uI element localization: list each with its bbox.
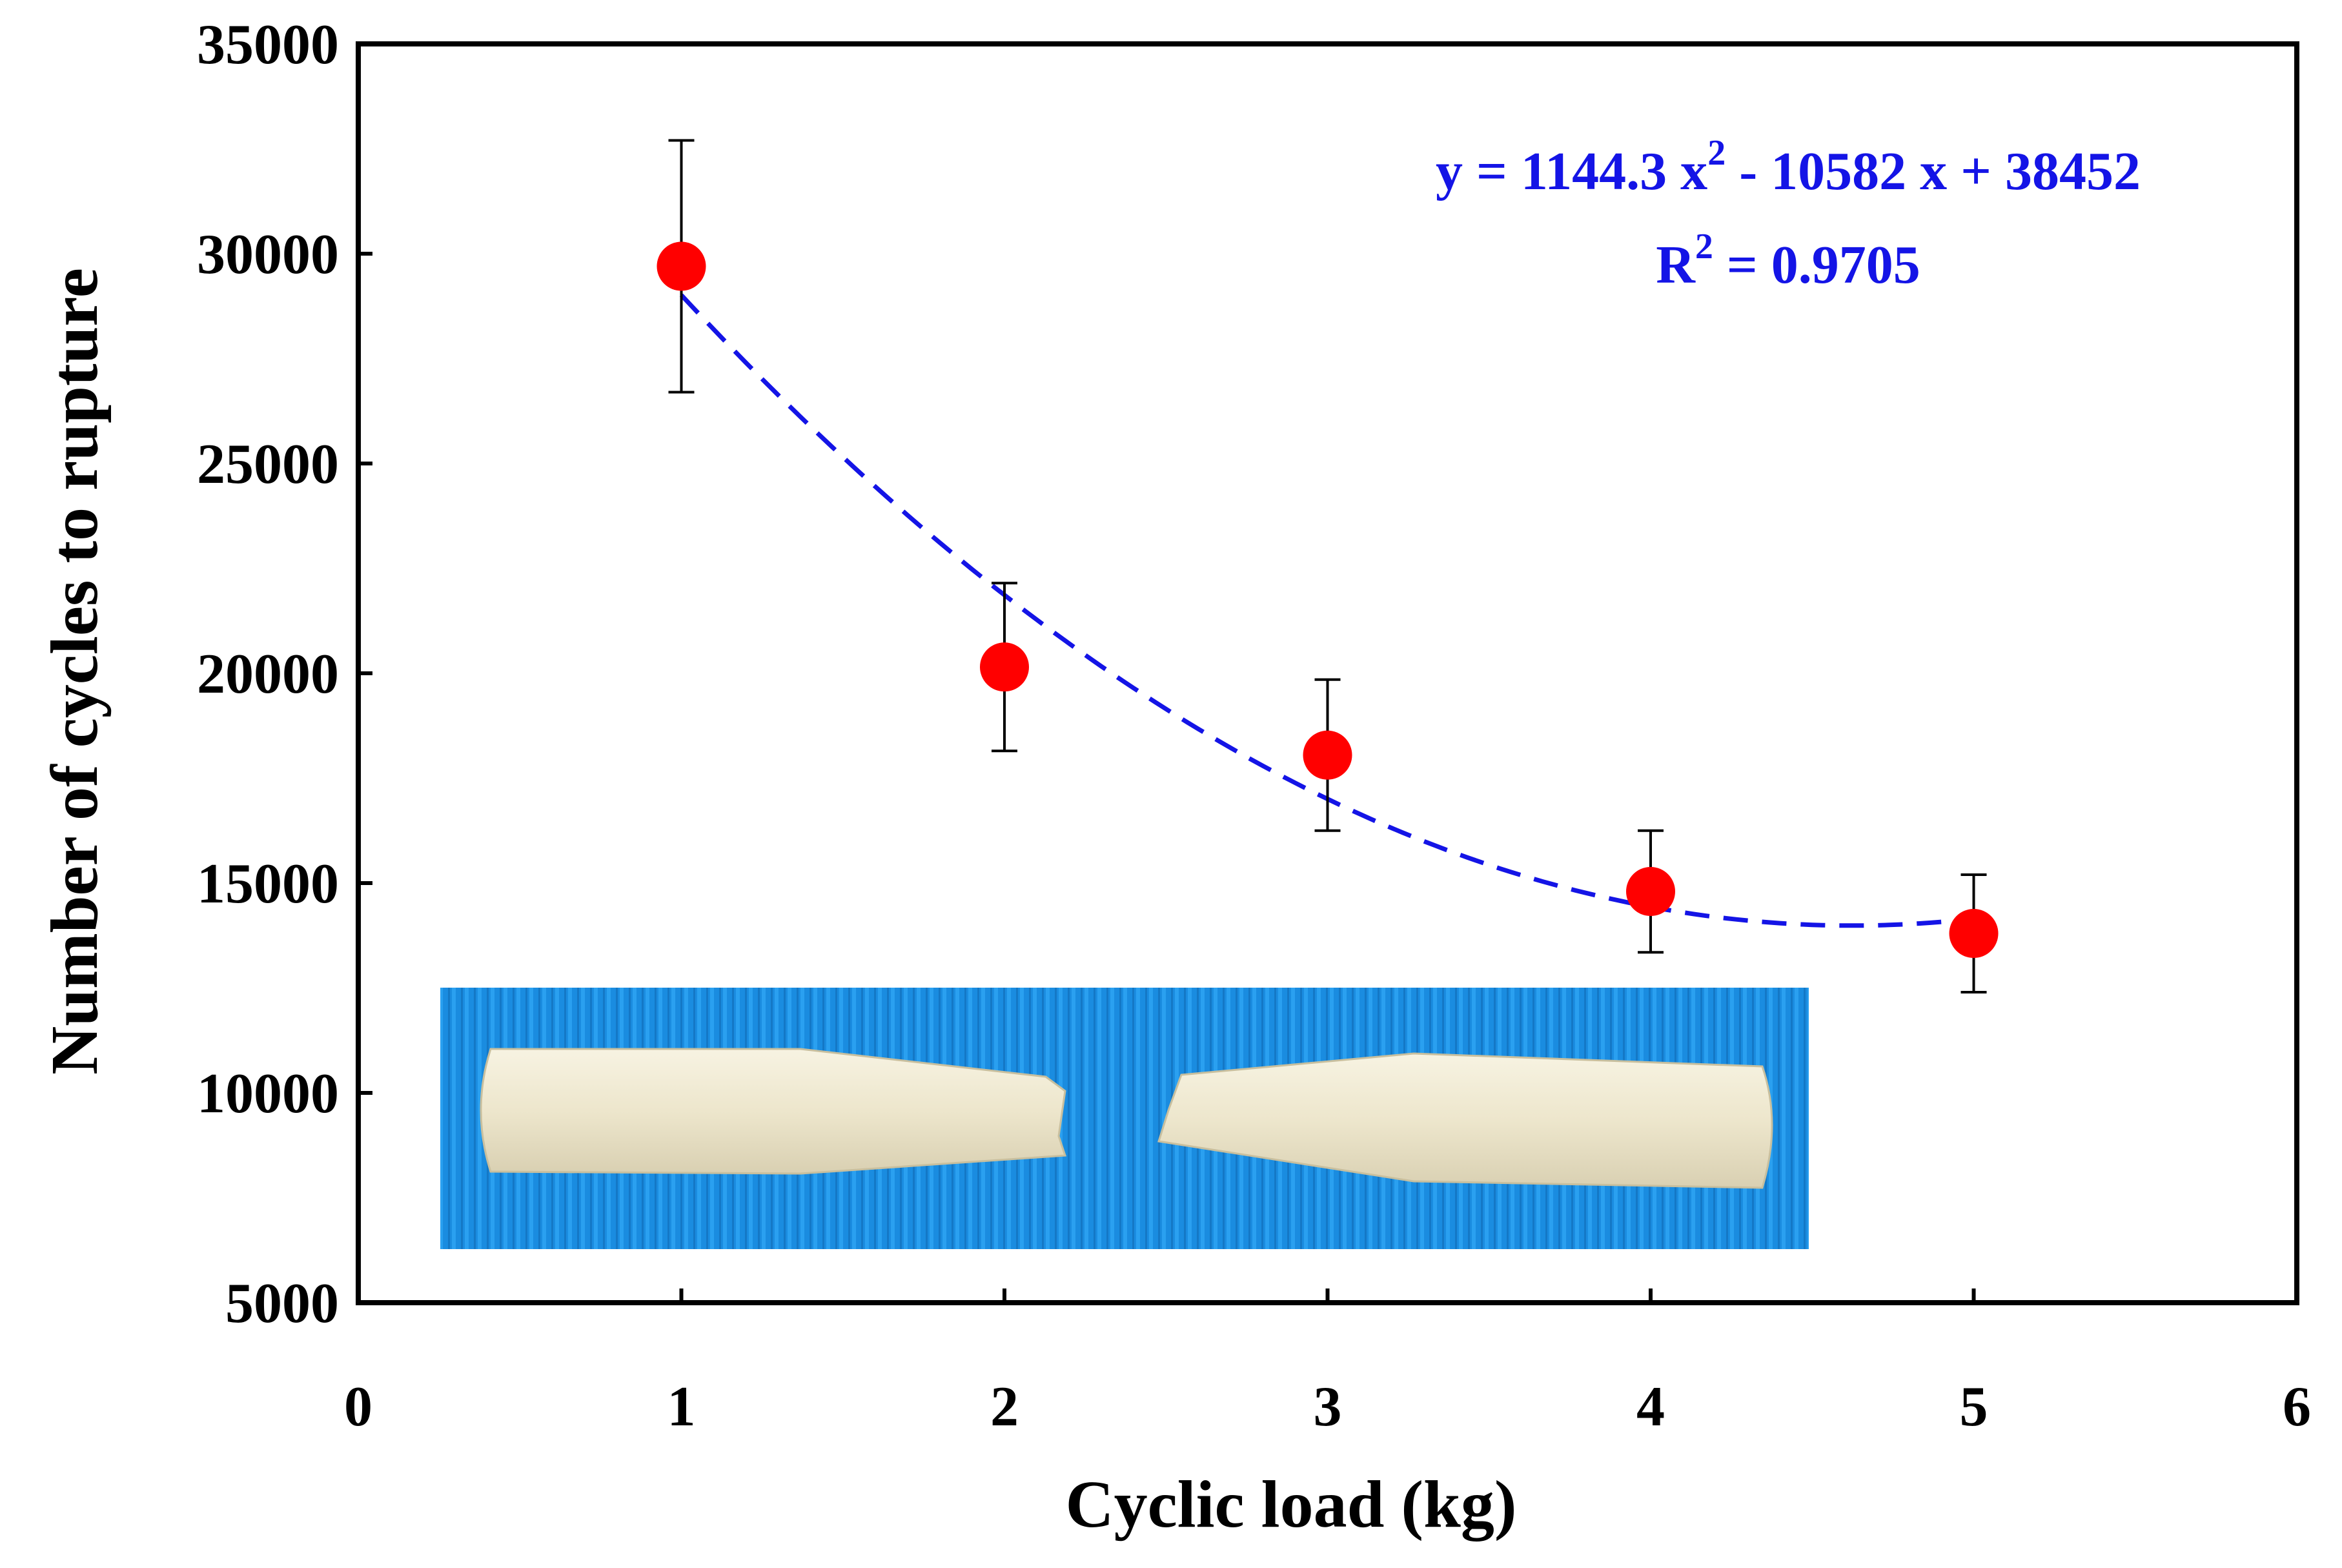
data-point <box>657 241 706 291</box>
x-tick-label: 4 <box>1636 1376 1665 1438</box>
y-tick-label: 20000 <box>197 643 339 706</box>
y-tick-label: 25000 <box>197 433 339 496</box>
equation-label: y = 1144.3 x2 - 10582 x + 38452 <box>1436 133 2141 201</box>
y-tick-label: 30000 <box>197 223 339 286</box>
x-tick-label: 3 <box>1314 1376 1342 1438</box>
r-squared-label: R2 = 0.9705 <box>1656 227 1920 295</box>
y-tick-label: 10000 <box>197 1063 339 1125</box>
data-point <box>980 642 1029 692</box>
x-axis: 0 1 2 3 4 5 6 <box>344 1288 2311 1438</box>
x-tick-label: 0 <box>344 1376 372 1438</box>
x-tick-label: 1 <box>667 1376 696 1438</box>
specimen-right-half <box>1157 1052 1773 1189</box>
y-tick-label: 15000 <box>197 853 339 915</box>
data-point <box>1303 730 1352 780</box>
x-tick-label: 2 <box>990 1376 1019 1438</box>
data-point <box>1626 867 1675 916</box>
specimen-left-half <box>480 1048 1067 1175</box>
data-points <box>657 241 1999 958</box>
y-tick-label: 35000 <box>197 14 339 76</box>
data-point <box>1949 909 1999 958</box>
y-tick-label: 5000 <box>225 1272 339 1335</box>
x-tick-label: 6 <box>2283 1376 2311 1438</box>
inset-photo <box>440 988 1809 1249</box>
x-axis-title: Cyclic load (kg) <box>1065 1467 1516 1542</box>
x-tick-label: 5 <box>1960 1376 1988 1438</box>
y-axis-title: Number of cycles to rupture <box>37 268 112 1075</box>
y-axis: 5000 10000 15000 20000 25000 30000 35000 <box>197 14 372 1335</box>
